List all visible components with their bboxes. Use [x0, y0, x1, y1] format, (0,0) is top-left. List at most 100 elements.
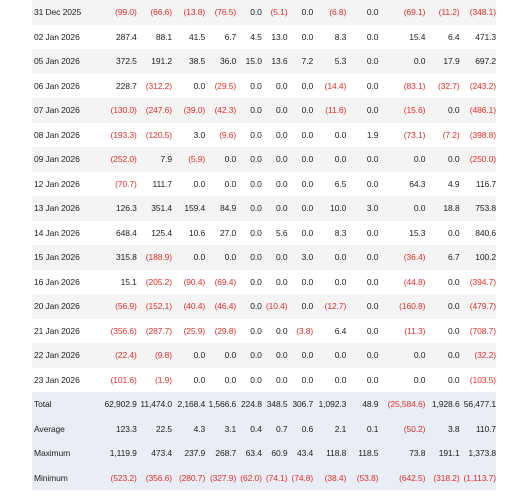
value-cell: 0.0 — [366, 227, 379, 238]
value-cell: 287.4 — [115, 31, 137, 42]
value-cell: (7.2) — [442, 129, 460, 140]
value-cell: 0.0 — [287, 0, 313, 25]
value-cell: (327.9) — [205, 465, 236, 490]
value-cell: 4.3 — [172, 416, 205, 441]
table-row[interactable]: 07 Jan 2026 (130.0) (247.6) (39.0) (42.3) 0.0… — [32, 98, 496, 123]
value-cell: 18.8 — [425, 196, 460, 221]
table-row[interactable]: 02 Jan 2026 287.4 88.1 41.5 6.7 4.5 13.0 0.0 8.3… — [32, 25, 496, 50]
value-cell: (14.4) — [324, 80, 347, 91]
value-cell: (356.6) — [136, 465, 172, 490]
value-cell: 0.1 — [346, 416, 378, 441]
value-cell: 88.1 — [155, 31, 173, 42]
value-cell: (44.8) — [403, 276, 426, 287]
value-cell: 38.5 — [172, 49, 205, 74]
value-cell: 0.0 — [236, 147, 262, 172]
value-cell: 13.0 — [271, 31, 288, 42]
table-row[interactable]: 22 Jan 2026 (22.4) (9.8) 0.0 0.0 0.0 0.0 0.0 0.0… — [32, 343, 496, 368]
value-cell: 0.0 — [236, 294, 262, 319]
value-cell: 118.8 — [313, 441, 346, 466]
summary-row[interactable]: Minimum (523.2) (356.6) (280.7) (327.9) (62.0… — [32, 465, 496, 490]
value-cell: 0.0 — [301, 276, 314, 287]
summary-row[interactable]: Maximum 1,119.9 473.4 237.9 268.7 63.4 60.9 43.… — [32, 441, 496, 466]
value-cell: 17.9 — [425, 49, 460, 74]
value-cell: (10.4) — [261, 294, 288, 319]
value-cell: 0.0 — [366, 325, 379, 336]
table-row[interactable]: 20 Jan 2026 (56.9) (152.1) (40.4) (46.4) 0.0(… — [32, 294, 496, 319]
value-cell: 224.8 — [236, 392, 262, 417]
table-row[interactable]: 05 Jan 2026 372.5 191.2 38.5 36.0 15.0 13.6 7.2… — [32, 49, 496, 74]
value-cell: 15.3 — [409, 227, 426, 238]
value-cell: 62,902.9 — [98, 392, 137, 417]
table-row[interactable]: 16 Jan 2026 15.1 (205.2) (90.4) (69.4) 0.0 0.0… — [32, 270, 496, 295]
value-cell: 110.7 — [459, 416, 496, 441]
value-cell: 0.0 — [250, 325, 262, 336]
value-cell: 11,474.0 — [136, 392, 172, 417]
value-cell: (252.0) — [98, 147, 137, 172]
value-cell: 228.7 — [115, 80, 137, 91]
summary-row[interactable]: Average 123.3 22.5 4.3 3.1 0.4 0.7 0.6 2.1 0.1 (50… — [32, 416, 496, 441]
value-cell: 1.9 — [366, 129, 379, 140]
value-cell: (11.6) — [313, 98, 346, 123]
value-cell: 0.0 — [250, 227, 262, 238]
table-row[interactable]: 12 Jan 2026 (70.7) 111.7 0.0 0.0 0.0 0.0 0.0 6.5… — [32, 172, 496, 197]
value-cell: (120.5) — [145, 129, 173, 140]
value-cell: 0.0 — [250, 178, 262, 189]
value-cell: (15.6) — [378, 98, 425, 123]
value-cell: 0.0 — [250, 276, 262, 287]
value-cell: (160.8) — [378, 294, 425, 319]
value-cell: 0.0 — [334, 374, 347, 385]
value-cell: 0.0 — [425, 343, 460, 368]
value-cell: 0.0 — [287, 294, 313, 319]
table-row[interactable]: 23 Jan 2026 (101.6) (1.9) 0.0 0.0 0.0 0.0 0.0 0.… — [32, 368, 496, 393]
table-row[interactable]: 09 Jan 2026 (252.0) 7.9 (5.9) 0.0 0.0 0.0 0.0 0.… — [32, 147, 496, 172]
value-cell: 237.9 — [172, 441, 205, 466]
value-cell: 315.8 — [98, 245, 137, 270]
value-cell: 3.1 — [205, 416, 236, 441]
row-date-label: 13 Jan 2026 — [32, 196, 99, 221]
value-cell: 473.4 — [136, 441, 172, 466]
value-cell: 123.3 — [98, 416, 137, 441]
value-cell: 8.3 — [334, 31, 347, 42]
value-cell: 0.0 — [313, 343, 346, 368]
value-cell: 268.7 — [205, 441, 236, 466]
value-cell: 41.5 — [189, 31, 206, 42]
value-cell: 2,168.4 — [172, 392, 205, 417]
value-cell: (46.4) — [205, 294, 236, 319]
value-cell: 15.4 — [409, 31, 426, 42]
value-cell: 0.0 — [378, 49, 425, 74]
value-cell: 0.0 — [366, 178, 379, 189]
value-cell: 0.0 — [275, 80, 288, 91]
value-cell: 0.0 — [346, 245, 378, 270]
row-date-label: 21 Jan 2026 — [34, 325, 80, 336]
value-cell: 111.7 — [152, 178, 173, 189]
value-cell: 1,119.9 — [98, 441, 137, 466]
value-cell: (523.2) — [98, 465, 137, 490]
table-row[interactable]: 13 Jan 2026 126.3 351.4 159.4 84.9 0.0 0.0 0.0 1… — [32, 196, 496, 221]
value-cell: 0.0 — [261, 343, 288, 368]
table-row[interactable]: 15 Jan 2026 315.8 (188.9) 0.0 0.0 0.0 0.0 3.0 0.… — [32, 245, 496, 270]
table-row[interactable]: 08 Jan 2026 (193.3) (120.5) 3.0 (9.6) 0.0 0.0 0… — [32, 123, 496, 148]
value-cell: (1,113.7) — [459, 465, 496, 490]
value-cell: 0.0 — [378, 147, 425, 172]
row-date-label: 15 Jan 2026 — [32, 245, 99, 270]
value-cell: 0.0 — [250, 374, 262, 385]
value-cell: 6.4 — [334, 325, 347, 336]
value-cell: 0.4 — [236, 416, 262, 441]
summary-row[interactable]: Total 62,902.9 11,474.0 2,168.4 1,566.6 224.8… — [32, 392, 496, 417]
value-cell: 3.0 — [287, 245, 313, 270]
value-cell: 0.0 — [250, 80, 262, 91]
value-cell: 0.0 — [301, 178, 314, 189]
table-row[interactable]: 06 Jan 2026 228.7 (312.2) 0.0 (29.5) 0.0 0.0 0.… — [32, 74, 496, 99]
value-cell: 0.0 — [287, 196, 313, 221]
table-row[interactable]: 21 Jan 2026 (356.6) (287.7) (25.9) (29.8) 0.0… — [32, 319, 496, 344]
value-cell: 0.0 — [346, 0, 378, 25]
value-cell: 0.0 — [250, 129, 262, 140]
value-cell: (394.7) — [469, 276, 496, 287]
row-date-label: 08 Jan 2026 — [34, 129, 80, 140]
value-cell: 116.7 — [475, 178, 496, 189]
value-cell: 372.5 — [98, 49, 137, 74]
table-row[interactable]: 14 Jan 2026 648.4 125.4 10.6 27.0 0.0 5.6 0.0 8.… — [32, 221, 496, 246]
table-row[interactable]: 31 Dec 2025 (99.0) (66.6) (13.8) (76.5) 0.0 (5… — [32, 0, 496, 25]
value-cell: 0.0 — [205, 343, 236, 368]
value-cell: 0.0 — [346, 147, 378, 172]
